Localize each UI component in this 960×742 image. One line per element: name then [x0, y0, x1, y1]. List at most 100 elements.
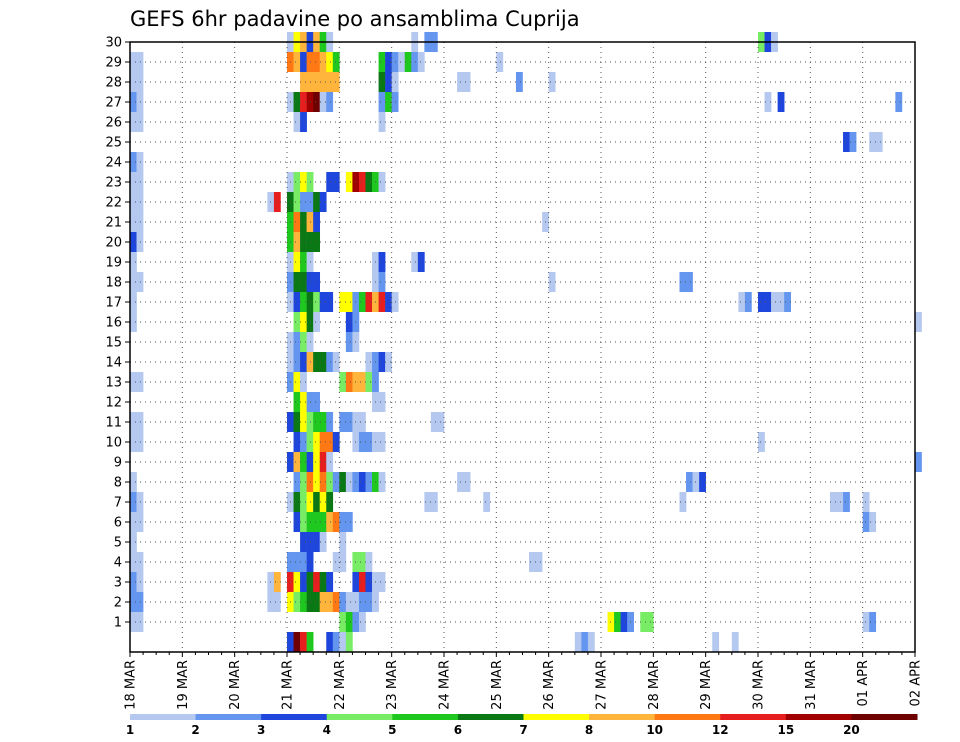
- heatmap-cell: [300, 192, 307, 212]
- y-tick-label: 4: [114, 556, 122, 571]
- heatmap-cell: [332, 552, 340, 572]
- heatmap-cell: [398, 52, 406, 72]
- heatmap-cell: [136, 512, 144, 532]
- heatmap-cell: [339, 532, 347, 552]
- heatmap-cell: [319, 592, 327, 612]
- heatmap-cell: [130, 512, 137, 532]
- heatmap-cell: [679, 492, 687, 512]
- heatmap-cell: [130, 72, 137, 92]
- chart-title: GEFS 6hr padavine po ansamblima Cuprija: [130, 7, 580, 31]
- heatmap-cell: [319, 432, 327, 452]
- y-tick-label: 10: [105, 436, 122, 451]
- heatmap-cell: [136, 272, 144, 292]
- heatmap-cell: [136, 92, 144, 112]
- heatmap-cell: [319, 92, 327, 112]
- heatmap-cell: [326, 72, 334, 92]
- heatmap-cell: [130, 532, 137, 552]
- heatmap-cell: [313, 72, 321, 92]
- heatmap-cell: [777, 92, 785, 112]
- heatmap-cell: [417, 252, 425, 272]
- y-tick-label: 17: [105, 296, 122, 311]
- heatmap-cell: [300, 552, 307, 572]
- heatmap-cell: [136, 152, 144, 172]
- heatmap-cell: [463, 72, 471, 92]
- heatmap-cell: [313, 512, 321, 532]
- heatmap-cell: [130, 252, 137, 272]
- heatmap-cell: [332, 72, 340, 92]
- heatmap-cell: [731, 632, 739, 652]
- heatmap-cell: [130, 192, 137, 212]
- heatmap-cell: [339, 372, 347, 392]
- heatmap-cell: [358, 472, 366, 492]
- heatmap-cell: [849, 132, 857, 152]
- heatmap-cell: [136, 492, 144, 512]
- heatmap-cell: [300, 352, 307, 372]
- heatmap-cell: [378, 432, 386, 452]
- heatmap-cell: [293, 552, 301, 572]
- heatmap-cell: [300, 432, 307, 452]
- heatmap-cell: [300, 212, 307, 232]
- heatmap-cell: [836, 492, 844, 512]
- colorbar-label: 5: [388, 723, 396, 737]
- y-tick-label: 22: [105, 196, 122, 211]
- heatmap-cell: [463, 472, 471, 492]
- heatmap-cell: [614, 612, 621, 632]
- heatmap-cell: [313, 52, 321, 72]
- heatmap-cell: [332, 632, 340, 652]
- heatmap-cell: [332, 172, 340, 192]
- heatmap-cell: [130, 372, 137, 392]
- heatmap-cell: [365, 572, 373, 592]
- heatmap-cell: [358, 552, 366, 572]
- heatmap-cell: [136, 172, 144, 192]
- heatmap-cell: [136, 412, 144, 432]
- heatmap-cell: [345, 332, 353, 352]
- x-tick-label: 29 MAR: [699, 660, 714, 710]
- heatmap-cell: [300, 452, 307, 472]
- heatmap-cell: [332, 52, 340, 72]
- heatmap-cell: [620, 612, 628, 632]
- heatmap-cell: [293, 452, 301, 472]
- heatmap-cell: [130, 112, 137, 132]
- heatmap-cell: [345, 372, 353, 392]
- heatmap-cell: [744, 292, 752, 312]
- heatmap-cell: [136, 192, 144, 212]
- heatmap-cell: [535, 552, 543, 572]
- x-tick-label: 23 MAR: [385, 660, 400, 710]
- colorbar-label: 1: [126, 723, 134, 737]
- y-axis: 1234567891011121314151617181920212223242…: [105, 36, 130, 631]
- heatmap-cell: [136, 112, 144, 132]
- y-tick-label: 16: [105, 316, 122, 331]
- heatmap-cell: [326, 52, 334, 72]
- heatmap-cell: [378, 472, 386, 492]
- heatmap-cell: [300, 632, 307, 652]
- y-tick-label: 3: [114, 576, 122, 591]
- heatmap-cell: [358, 292, 366, 312]
- heatmap-cell: [862, 492, 870, 512]
- colorbar-segment: [392, 714, 459, 720]
- heatmap-cell: [339, 472, 347, 492]
- heatmap-cell: [293, 412, 301, 432]
- heatmap-cell: [529, 552, 536, 572]
- heatmap-cell: [313, 312, 321, 332]
- heatmap-cell: [365, 372, 373, 392]
- y-tick-label: 27: [105, 96, 122, 111]
- heatmap-cell: [300, 332, 307, 352]
- heatmap-cell: [130, 272, 137, 292]
- heatmap-cell: [293, 232, 301, 252]
- heatmap-cell: [862, 512, 870, 532]
- heatmap-cell: [136, 592, 144, 612]
- heatmap-cell: [300, 92, 307, 112]
- y-tick-label: 12: [105, 396, 122, 411]
- heatmap-cell: [679, 272, 687, 292]
- colorbar-label: 15: [777, 723, 794, 737]
- heatmap-cell: [712, 632, 720, 652]
- heatmap-cell: [581, 632, 589, 652]
- heatmap-cell: [300, 412, 307, 432]
- heatmap-cell: [293, 392, 301, 412]
- heatmap-cell: [385, 352, 392, 372]
- heatmap-cell: [300, 232, 307, 252]
- heatmap-cell: [771, 292, 778, 312]
- heatmap-cell: [273, 192, 281, 212]
- heatmap-cell: [339, 292, 347, 312]
- x-tick-label: 31 MAR: [804, 660, 819, 710]
